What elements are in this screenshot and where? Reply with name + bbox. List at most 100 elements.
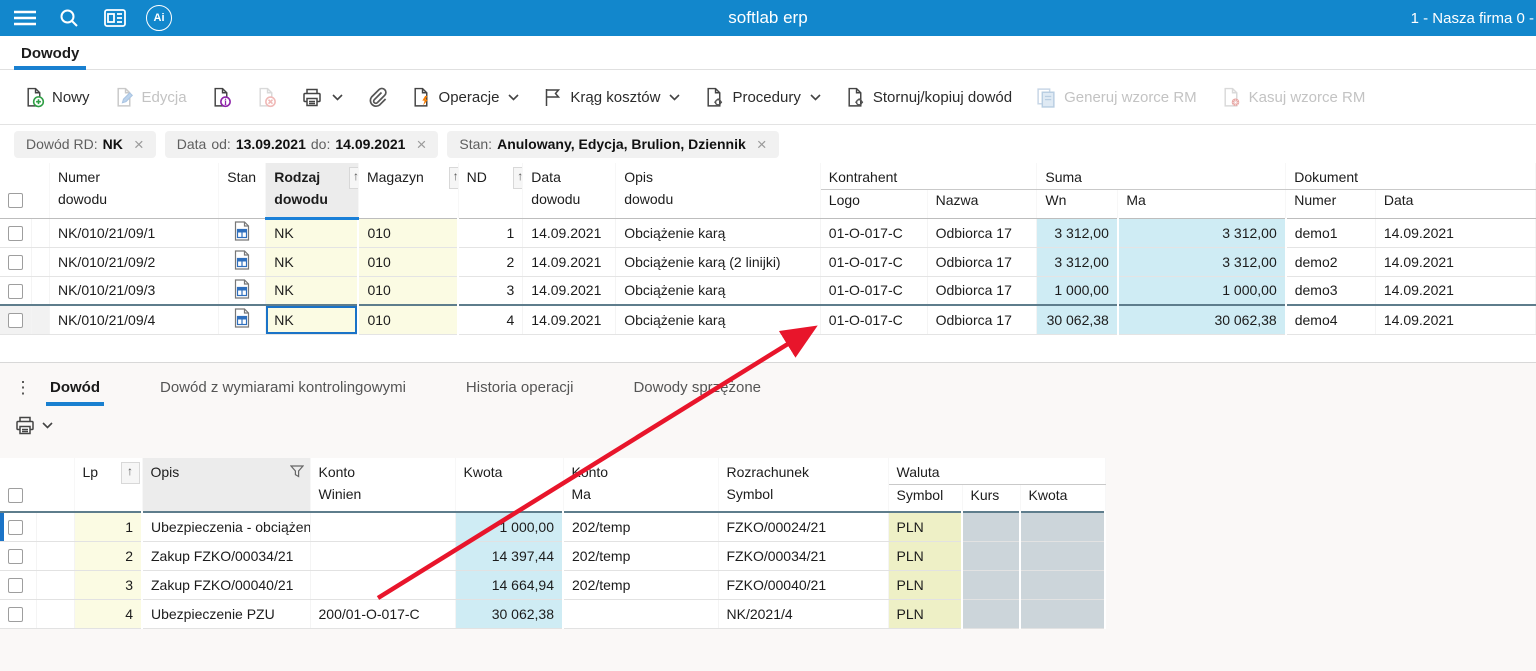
- group-header-dokument: Dokument: [1285, 163, 1536, 190]
- document-x-icon: [259, 87, 276, 107]
- col-header-konto-ma[interactable]: Konto: [563, 458, 718, 484]
- chevron-down-icon: [669, 93, 681, 101]
- storno-copy-button[interactable]: Stornuj/kopiuj dowód: [835, 79, 1022, 116]
- sort-asc-1-badge: ↑1: [348, 167, 358, 189]
- print-button[interactable]: [291, 79, 353, 116]
- col-header-kurs[interactable]: Kurs: [962, 484, 1020, 513]
- close-icon[interactable]: ×: [133, 134, 144, 154]
- col-header-opis[interactable]: Opis: [616, 163, 821, 189]
- row-checkbox[interactable]: [8, 254, 23, 270]
- search-icon[interactable]: [52, 0, 86, 36]
- procedures-button[interactable]: Procedury: [694, 79, 830, 116]
- document-asterisk-icon: ✳: [1224, 87, 1239, 107]
- detail-tabbar: ⋮ Dowód Dowód z wymiarami kontrolingowym…: [0, 371, 817, 406]
- document-state-icon: [235, 308, 250, 328]
- detail-row-selected[interactable]: 1 Ubezpieczenia - obciążenie 1 000,00 20…: [0, 511, 1107, 542]
- delete-rm-templates-button: ✳ Kasuj wzorce RM: [1211, 79, 1376, 116]
- detail-row[interactable]: 3 Zakup FZKO/00040/21 14 664,94 202/temp…: [0, 570, 1107, 600]
- col-header-konto-winien[interactable]: Konto: [310, 458, 455, 484]
- row-checkbox[interactable]: [8, 548, 23, 564]
- col-header-rozrachunek[interactable]: Rozrachunek: [718, 458, 888, 484]
- flag-icon: [546, 88, 561, 106]
- table-row[interactable]: NK/010/21/09/3 NK 010 3 14.09.2021 Obcią…: [0, 276, 1536, 306]
- chevron-down-icon: [508, 93, 519, 101]
- col-header-waluta-symbol[interactable]: Symbol: [888, 484, 962, 513]
- table-row[interactable]: NK/010/21/09/2 NK 010 2 14.09.2021 Obcią…: [0, 247, 1536, 277]
- table-row[interactable]: NK/010/21/09/1 NK 010 1 14.09.2021 Obcią…: [0, 218, 1536, 248]
- col-header-wn[interactable]: Wn: [1036, 189, 1118, 219]
- company-selector[interactable]: 1 - Nasza firma 0 -: [1410, 9, 1534, 27]
- printer-icon: [16, 416, 34, 435]
- operations-button[interactable]: Operacje: [401, 79, 530, 116]
- col-header-dok-numer[interactable]: Numer: [1285, 189, 1376, 219]
- app-title: softlab erp: [728, 8, 808, 27]
- printer-icon: [302, 88, 321, 106]
- svg-text:i: i: [224, 96, 227, 106]
- row-checkbox[interactable]: [8, 577, 23, 593]
- col-header-nazwa[interactable]: Nazwa: [927, 189, 1037, 219]
- select-all-checkbox[interactable]: [8, 192, 23, 208]
- tab-dowody[interactable]: Dowody: [14, 36, 87, 70]
- documents-table-pane: Numer Stan Rodzaj ↑1 Magazyn ↑2 ND ↑3 Da…: [0, 163, 1536, 362]
- new-button[interactable]: Nowy: [14, 79, 100, 116]
- document-info-button[interactable]: i: [201, 79, 242, 116]
- tab-dowody-sprzezone[interactable]: Dowody sprzężone: [633, 379, 762, 396]
- detail-row[interactable]: 4 Ubezpieczenie PZU 200/01-O-017-C 30 06…: [0, 599, 1107, 629]
- document-state-icon: [235, 250, 250, 270]
- detail-print-button[interactable]: [14, 415, 53, 436]
- document-delete-button: [246, 79, 287, 116]
- col-header-rodzaj[interactable]: Rodzaj ↑1: [265, 163, 359, 189]
- hamburger-menu-icon[interactable]: [8, 0, 42, 36]
- close-icon[interactable]: ×: [416, 134, 427, 154]
- chevron-down-icon: [810, 93, 821, 101]
- filter-chip-stan[interactable]: Stan: Anulowany, Edycja, Brulion, Dzienn…: [447, 130, 779, 158]
- close-icon[interactable]: ×: [756, 134, 767, 154]
- row-checkbox[interactable]: [8, 606, 23, 622]
- document-gear-icon: [848, 87, 863, 107]
- cost-circle-button[interactable]: Krąg kosztów: [533, 79, 690, 116]
- filter-chip-data[interactable]: Data od: 13.09.2021 do: 14.09.2021 ×: [164, 130, 439, 158]
- row-checkbox[interactable]: [8, 520, 23, 536]
- document-gear-icon: [707, 87, 723, 107]
- generate-rm-templates-button: Generuj wzorce RM: [1026, 79, 1207, 116]
- active-tab-underline: [14, 66, 87, 70]
- detail-row[interactable]: 2 Zakup FZKO/00034/21 14 397,44 202/temp…: [0, 541, 1107, 571]
- paperclip-icon: [369, 87, 387, 107]
- document-info-icon: i: [214, 87, 231, 107]
- chevron-down-icon: [42, 422, 53, 429]
- col-header-logo[interactable]: Logo: [820, 189, 928, 219]
- detail-table: Lp ↑ Opis Konto Kwota Konto Rozrachunek …: [0, 458, 1107, 629]
- row-checkbox[interactable]: [8, 225, 23, 241]
- active-tab-underline: [46, 402, 104, 406]
- filter-bar: Dowód RD: NK × Data od: 13.09.2021 do: 1…: [0, 125, 1536, 163]
- col-header-kwota[interactable]: Kwota: [455, 458, 563, 484]
- col-header-opis[interactable]: Opis: [142, 458, 310, 484]
- kebab-menu-icon[interactable]: ⋮: [14, 377, 32, 397]
- filter-chip-dowod[interactable]: Dowód RD: NK ×: [14, 130, 156, 158]
- col-header-nd[interactable]: ND ↑3: [458, 163, 523, 189]
- page-tabbar: Dowody: [0, 36, 1536, 70]
- filter-funnel-icon[interactable]: [289, 465, 304, 478]
- col-header-numer[interactable]: Numer: [49, 163, 218, 189]
- col-header-dok-data[interactable]: Data: [1375, 189, 1536, 219]
- select-all-checkbox[interactable]: [8, 487, 23, 503]
- col-header-magazyn[interactable]: Magazyn ↑2: [358, 163, 458, 189]
- tab-dowod-z-wymiarami[interactable]: Dowód z wymiarami kontrolingowymi: [160, 379, 406, 396]
- toolbar: Nowy Edycja i Operacje Krąg kosztów: [0, 70, 1536, 125]
- col-header-lp[interactable]: Lp ↑: [74, 458, 142, 484]
- document-state-icon: [235, 279, 250, 299]
- row-checkbox[interactable]: [8, 313, 23, 329]
- ai-assistant-icon[interactable]: Ai: [142, 0, 176, 36]
- attachment-button[interactable]: [357, 79, 397, 116]
- news-icon[interactable]: [98, 0, 132, 36]
- row-checkbox[interactable]: [8, 283, 23, 299]
- col-header-waluta-kwota[interactable]: Kwota: [1020, 484, 1106, 513]
- svg-text:✳: ✳: [1232, 97, 1239, 107]
- focused-cell: NK: [265, 304, 360, 335]
- col-header-data[interactable]: Data: [523, 163, 616, 189]
- tab-dowod[interactable]: Dowód: [46, 371, 104, 406]
- col-header-stan[interactable]: Stan: [219, 163, 266, 189]
- table-row-selected[interactable]: NK/010/21/09/4 NK 010 4 14.09.2021 Obcią…: [0, 304, 1536, 335]
- tab-historia-operacji[interactable]: Historia operacji: [465, 379, 574, 396]
- col-header-ma[interactable]: Ma: [1117, 189, 1286, 219]
